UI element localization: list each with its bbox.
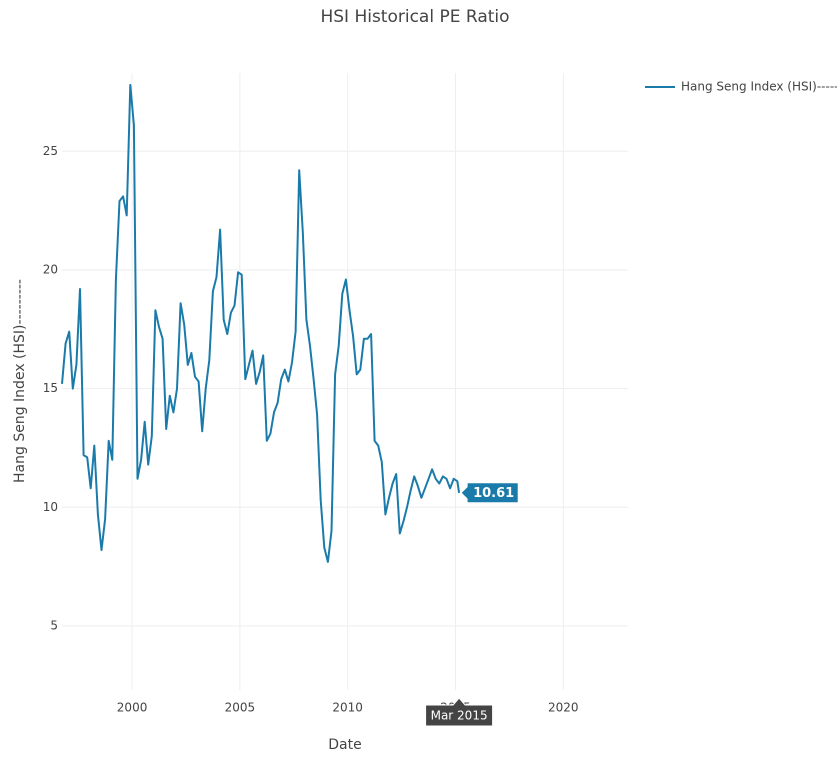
- x-tick-label: 2000: [117, 701, 148, 715]
- hover-x-label: Mar 2015: [431, 709, 488, 723]
- legend-item[interactable]: Hang Seng Index (HSI)--------: [645, 80, 837, 94]
- y-tick-label: 10: [43, 500, 58, 514]
- x-tick-label: 2010: [332, 701, 363, 715]
- y-tick-label: 20: [43, 262, 58, 276]
- hover-x: Mar 2015: [425, 697, 494, 727]
- legend-label: Hang Seng Index (HSI)--------: [681, 80, 837, 94]
- y-tick-label: 5: [50, 618, 58, 632]
- hover-value-label: 10.61: [473, 486, 514, 501]
- x-tick-label: 2020: [548, 701, 579, 715]
- y-tick-label: 15: [43, 381, 58, 395]
- x-axis-title: Date: [328, 737, 361, 753]
- y-axis-title: Hang Seng Index (HSI)---------: [12, 279, 28, 483]
- x-tick-label: 2005: [225, 701, 256, 715]
- y-tick-label: 25: [43, 144, 58, 158]
- hover-value-box: [460, 482, 519, 504]
- chart-title: HSI Historical PE Ratio: [320, 7, 509, 27]
- hover-value: 10.61: [460, 482, 519, 504]
- data-line: [61, 83, 461, 563]
- hover-x-box: [425, 697, 494, 727]
